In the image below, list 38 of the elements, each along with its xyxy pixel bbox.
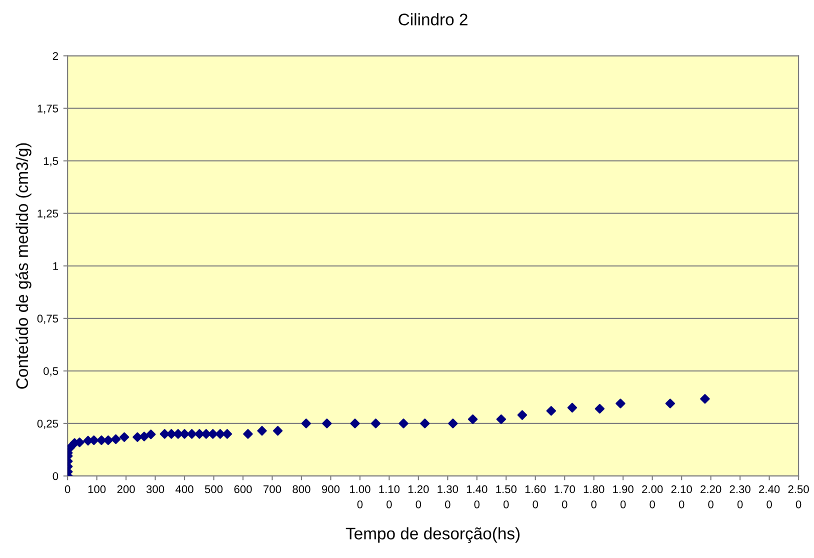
x-tick-label: 2.30 0 xyxy=(730,485,750,508)
y-tick-label: 0 xyxy=(52,472,58,480)
x-tick-label: 400 xyxy=(176,485,194,494)
x-tick-label: 1.40 0 xyxy=(466,485,488,508)
chart-title: Cilindro 2 xyxy=(398,13,468,26)
y-tick-label: 1,5 xyxy=(44,157,58,166)
y-axis-title: Conteúdo de gás medido (cm3/g) xyxy=(16,143,32,389)
x-tick-label: 1.00 0 xyxy=(350,485,370,508)
x-tick-label: 200 xyxy=(117,485,135,494)
x-tick-label: 1.90 0 xyxy=(613,485,634,508)
x-tick-label: 300 xyxy=(146,485,164,494)
x-tick-label: 2.10 0 xyxy=(671,485,692,508)
y-tick-label: 1 xyxy=(53,262,58,270)
x-tick-label: 1.80 0 xyxy=(584,485,604,508)
x-tick-label: 1.60 0 xyxy=(525,485,546,508)
x-tick-label: 900 xyxy=(322,485,340,494)
x-tick-label: 1.70 0 xyxy=(554,485,575,508)
x-tick-label: 2.50 0 xyxy=(788,485,809,508)
x-tick-label: 2.00 0 xyxy=(642,485,663,508)
x-tick-label: 500 xyxy=(204,485,223,494)
y-tick-label: 0,75 xyxy=(37,314,58,324)
x-tick-label: 1.20 0 xyxy=(408,485,429,508)
y-tick-label: 0,25 xyxy=(37,420,58,429)
y-tick-label: 2 xyxy=(52,52,58,60)
x-axis-title: Tempo de desorção(hs) xyxy=(346,527,520,543)
x-tick-label: 1.50 0 xyxy=(496,485,517,508)
y-tick-label: 1,25 xyxy=(38,210,58,219)
x-tick-label: 100 xyxy=(88,485,106,494)
x-tick-label: 2.20 0 xyxy=(700,485,722,508)
x-tick-label: 2.40 0 xyxy=(759,485,780,508)
x-tick-label: 700 xyxy=(264,485,282,494)
y-tick-label: 0,5 xyxy=(44,367,58,376)
x-tick-label: 600 xyxy=(234,485,252,494)
x-tick-label: 1.10 0 xyxy=(379,485,400,508)
y-tick-label: 1,75 xyxy=(38,104,58,114)
x-tick-label: 0 xyxy=(64,485,70,494)
x-tick-label: 800 xyxy=(292,485,310,494)
x-tick-label: 1.30 0 xyxy=(438,485,458,508)
